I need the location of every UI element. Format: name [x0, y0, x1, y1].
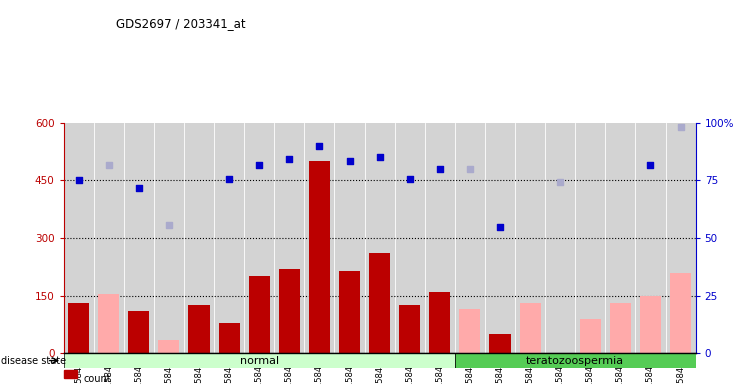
Bar — [68, 303, 89, 353]
Bar — [188, 305, 209, 353]
Bar — [218, 323, 239, 353]
Point — [404, 175, 416, 182]
Bar — [429, 292, 450, 353]
Point — [494, 223, 506, 230]
Point — [73, 177, 85, 184]
Bar — [129, 311, 150, 353]
Bar — [159, 340, 180, 353]
Point — [313, 143, 325, 149]
Point — [373, 154, 385, 161]
Point — [554, 179, 566, 185]
Text: disease state: disease state — [1, 356, 66, 366]
Text: count: count — [83, 374, 111, 384]
Point — [464, 166, 476, 172]
Point — [223, 175, 235, 182]
Bar — [309, 161, 330, 353]
Bar — [248, 276, 270, 353]
Bar — [399, 305, 420, 353]
Point — [254, 162, 266, 168]
Bar — [580, 319, 601, 353]
Bar — [279, 269, 300, 353]
Point — [343, 158, 355, 164]
Point — [645, 162, 657, 168]
Point — [133, 185, 145, 191]
Bar — [98, 294, 119, 353]
Bar — [610, 303, 631, 353]
Bar — [670, 273, 691, 353]
Bar — [459, 309, 480, 353]
Point — [283, 156, 295, 162]
Bar — [339, 271, 360, 353]
Point — [102, 162, 114, 168]
Bar — [64, 353, 455, 368]
Bar — [520, 303, 541, 353]
Point — [163, 222, 175, 228]
Text: teratozoospermia: teratozoospermia — [526, 356, 625, 366]
Bar — [369, 253, 390, 353]
Bar — [640, 296, 661, 353]
Point — [675, 124, 687, 130]
Point — [434, 166, 446, 172]
Bar — [489, 334, 511, 353]
Text: normal: normal — [239, 356, 279, 366]
Bar — [455, 353, 696, 368]
Text: GDS2697 / 203341_at: GDS2697 / 203341_at — [116, 17, 245, 30]
